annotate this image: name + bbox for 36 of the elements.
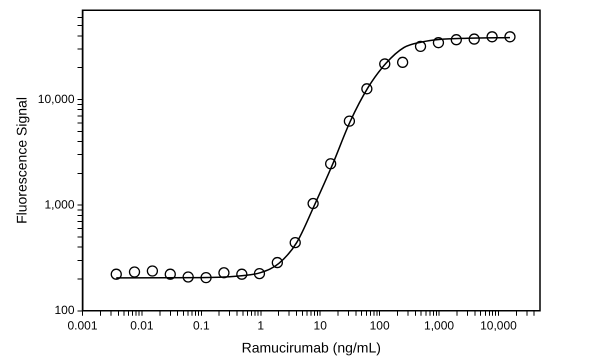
point [468, 33, 480, 45]
point [504, 31, 516, 42]
point [414, 40, 426, 52]
point [344, 115, 356, 127]
point [432, 37, 444, 48]
point [307, 198, 319, 210]
point [290, 236, 301, 248]
point [272, 256, 283, 268]
x-axis-title: Ramucirumab (ng/mL) [242, 339, 381, 356]
x-tick-label: 1,000 [424, 318, 454, 332]
point [218, 267, 230, 278]
y-tick-label: 10,000 [38, 92, 75, 106]
point [254, 268, 266, 280]
x-tick-label: 10,000 [480, 318, 518, 332]
point [200, 272, 212, 284]
y-tick-label: 100 [54, 303, 75, 318]
point [182, 271, 194, 283]
x-tick-label: 0.1 [193, 318, 210, 332]
point [396, 56, 408, 68]
point [164, 268, 176, 280]
x-tick-label: 0.01 [130, 318, 154, 332]
point [146, 265, 158, 277]
x-tick-label: 100 [370, 318, 390, 332]
point [379, 58, 390, 70]
point [128, 266, 140, 278]
point [361, 83, 373, 94]
point [450, 34, 462, 46]
x-tick-label: 0.001 [67, 318, 98, 332]
x-tick-label: 1 [257, 318, 264, 332]
y-axis-title: Fluorescence Signal [13, 97, 30, 224]
point [236, 268, 248, 280]
y-tick-label: 1,000 [44, 197, 75, 212]
x-tick-label: 10 [314, 318, 328, 332]
point [110, 268, 122, 280]
point [486, 31, 498, 42]
point [325, 158, 336, 170]
